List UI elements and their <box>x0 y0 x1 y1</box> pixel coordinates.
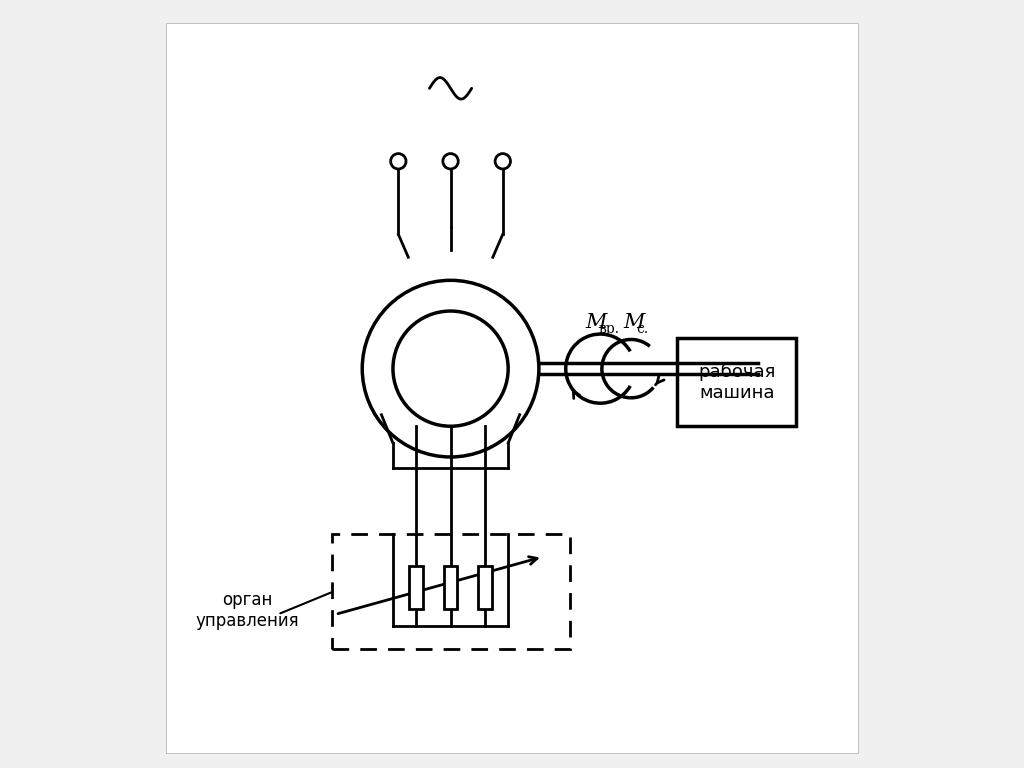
Bar <box>443 567 458 608</box>
Bar <box>478 567 493 608</box>
Bar <box>677 338 797 426</box>
Text: M: M <box>624 313 645 332</box>
Text: с.: с. <box>637 322 648 336</box>
Bar <box>409 567 423 608</box>
Bar <box>332 534 569 649</box>
Text: орган
управления: орган управления <box>196 591 299 630</box>
Text: M: M <box>585 313 606 332</box>
Text: рабочая
машина: рабочая машина <box>698 362 775 402</box>
Text: вр.: вр. <box>598 322 620 336</box>
